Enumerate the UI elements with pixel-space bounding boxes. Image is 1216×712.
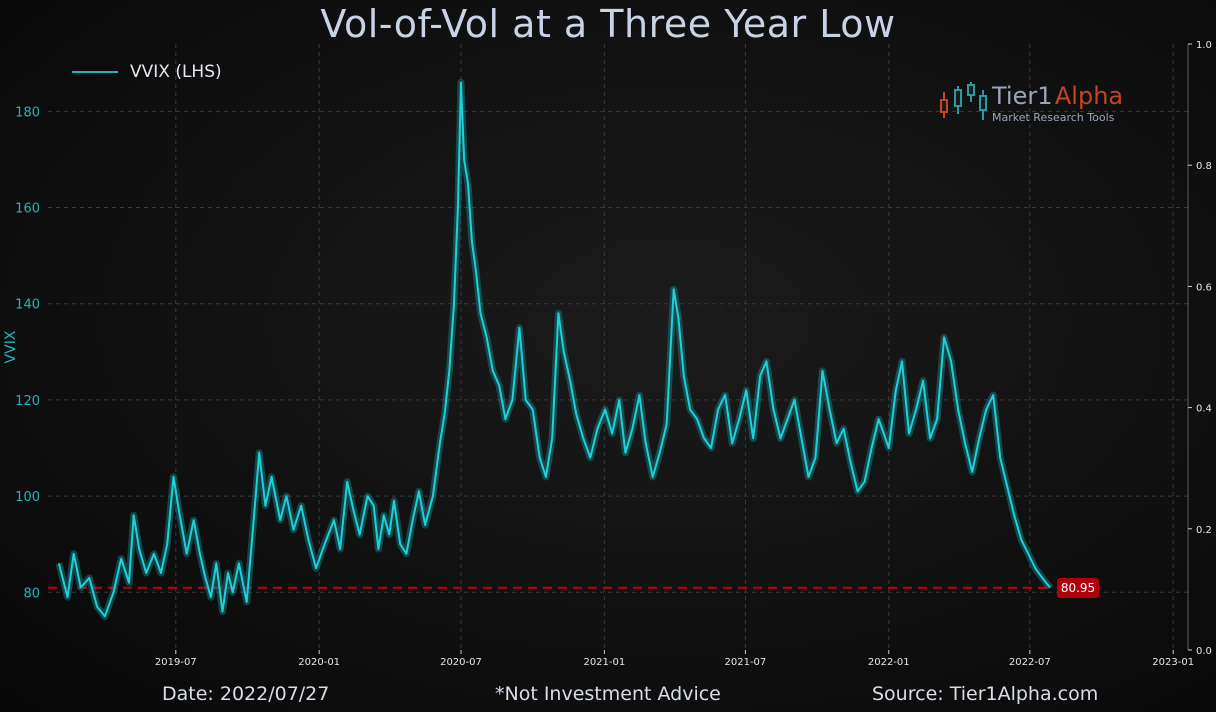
logo-name: Tier1 Alpha [992, 82, 1123, 110]
x-tick-label: 2021-01 [583, 657, 625, 668]
footer-disclaimer: *Not Investment Advice [495, 683, 721, 705]
right-y-tick-label: 0.2 [1196, 525, 1212, 536]
chart-title: Vol-of-Vol at a Three Year Low [320, 2, 896, 46]
y-tick-label: 120 [15, 394, 40, 409]
legend-label-vvix: VVIX (LHS) [130, 62, 222, 82]
logo-tagline: Market Research Tools [992, 111, 1115, 124]
right-y-tick-label: 1.0 [1196, 40, 1212, 51]
y-tick-label: 140 [15, 298, 40, 313]
legend-line-swatch [72, 71, 118, 73]
y-tick-label: 160 [15, 202, 40, 217]
x-tick-label: 2023-01 [1152, 657, 1194, 668]
x-tick-label: 2020-01 [298, 657, 340, 668]
y-axis-label: VVIX [3, 330, 19, 363]
x-tick-label: 2019-07 [155, 657, 197, 668]
footer-source: Source: Tier1Alpha.com [872, 683, 1099, 705]
x-tick-label: 2022-07 [1009, 657, 1051, 668]
right-y-tick-label: 0.0 [1196, 646, 1212, 657]
tier1alpha-logo: Tier1 Alpha Market Research Tools [938, 82, 1123, 128]
last-value-badge: 80.95 [1057, 578, 1099, 598]
right-y-tick-label: 0.4 [1196, 404, 1212, 415]
y-tick-label: 180 [15, 105, 40, 120]
vvix-line [57, 81, 1051, 618]
y-tick-label: 100 [15, 490, 40, 505]
footer-date: Date: 2022/07/27 [162, 683, 330, 705]
vvix-line-glow [55, 79, 1053, 620]
y-tick-label: 80 [23, 586, 40, 601]
x-tick-label: 2021-07 [725, 657, 767, 668]
logo-name-part1: Tier1 [992, 82, 1053, 110]
right-y-tick-label: 0.6 [1196, 282, 1212, 293]
logo-name-part2: Alpha [1054, 82, 1124, 110]
x-tick-label: 2020-07 [440, 657, 482, 668]
chart-legend: VVIX (LHS) [72, 62, 222, 82]
x-tick-label: 2022-01 [868, 657, 910, 668]
right-y-tick-label: 0.8 [1196, 161, 1212, 172]
candlestick-logo-icon [940, 82, 987, 120]
